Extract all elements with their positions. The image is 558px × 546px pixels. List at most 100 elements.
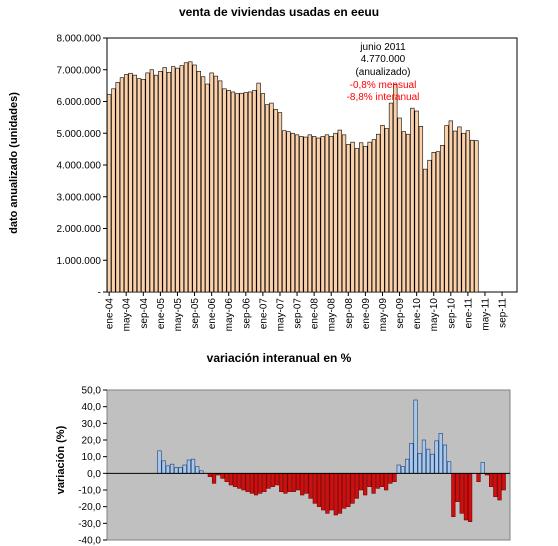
bottom-y-tick-label: 30,0 (82, 419, 102, 430)
bottom-bar-negative (350, 473, 355, 504)
top-bar (376, 133, 381, 293)
bottom-bar-negative (493, 473, 498, 497)
top-x-tick-label: sep-05 (190, 298, 201, 329)
bottom-bar-positive (165, 465, 170, 474)
top-bar (171, 66, 176, 293)
bottom-bar-positive (182, 464, 187, 474)
bottom-bar-negative (220, 473, 225, 479)
top-bar (474, 140, 479, 293)
bottom-chart-title: variación interanual en % (207, 351, 352, 365)
bottom-bar-negative (228, 473, 233, 486)
top-bar (410, 107, 415, 293)
top-bar (188, 61, 193, 293)
top-bar (337, 129, 342, 293)
top-bar (393, 84, 398, 293)
top-bar (222, 88, 227, 293)
bottom-bar-negative (384, 473, 389, 491)
top-x-tick-label: may-04 (122, 298, 133, 332)
top-bar (205, 83, 210, 293)
bottom-bar-positive (405, 458, 410, 474)
top-bar (405, 133, 411, 293)
top-x-tick-label: ene-07 (258, 298, 269, 330)
top-bar (384, 128, 389, 293)
top-x-tick-label: may-06 (224, 298, 235, 332)
bottom-bar-positive (426, 448, 431, 474)
bottom-bar-positive (430, 453, 435, 474)
top-bar (243, 92, 248, 293)
bottom-bar-negative (497, 473, 502, 501)
bottom-bar-negative (375, 473, 380, 489)
bottom-bar-positive (195, 466, 200, 474)
bottom-bar-negative (316, 473, 322, 507)
top-bar (358, 142, 364, 293)
bottom-bar-negative (337, 473, 343, 514)
bottom-bar-negative (388, 473, 393, 484)
top-bar (252, 90, 257, 293)
top-bar (179, 65, 184, 293)
bottom-bar-negative (354, 473, 359, 499)
bottom-bar-negative (262, 473, 267, 492)
bottom-bar-negative (237, 473, 242, 489)
top-bar (444, 125, 449, 293)
bottom-y-tick-label: -10,0 (78, 486, 101, 497)
bottom-bar-positive (190, 458, 196, 474)
bottom-bar-negative (321, 473, 326, 511)
bottom-bar-negative (501, 473, 506, 491)
top-bar (354, 148, 359, 293)
top-bar (282, 130, 287, 293)
top-bar (329, 136, 334, 293)
top-x-tick-label: ene-08 (310, 298, 321, 330)
top-bar (247, 91, 253, 293)
top-y-tick-label: 1.000.000 (57, 256, 102, 267)
top-x-ticks: ene-04 may-04 sep-04 ene-05 may-05 sep-05 ene-… (105, 292, 509, 331)
top-x-tick-label: may-05 (173, 298, 184, 332)
bottom-y-tick-label: 50,0 (82, 386, 102, 397)
top-bar (333, 132, 338, 293)
top-y-tick-label: 5.000.000 (57, 129, 102, 140)
top-chart-y-axis-label: dato anualizado (unidades) (8, 92, 20, 234)
top-y-ticks: - 1.000.000 2.000.000 3.000.000 4.000.000 5.0… (57, 34, 107, 299)
annotation-line-annualized: (anualizado) (355, 67, 410, 78)
bottom-bar-negative (379, 473, 385, 487)
bottom-bar-negative (367, 473, 372, 487)
bottom-bar-negative (451, 473, 456, 517)
top-bar (316, 137, 321, 293)
top-bar (320, 136, 325, 293)
bottom-bar-negative (283, 473, 288, 494)
bottom-bar-positive (396, 464, 401, 474)
annotation-line-yoy: -8,8% interanual (347, 92, 420, 103)
top-bar (230, 91, 236, 293)
top-bar (183, 62, 189, 293)
top-bar (435, 151, 441, 293)
top-y-tick-label: 7.000.000 (57, 65, 102, 76)
bottom-bar-positive (186, 459, 191, 474)
bottom-y-tick-label: 10,0 (82, 452, 102, 463)
top-x-tick-label: sep-08 (344, 298, 355, 329)
top-y-tick-label: 4.000.000 (57, 161, 102, 172)
bottom-bar-negative (392, 473, 397, 482)
top-bar (200, 76, 206, 293)
bottom-bar-negative (463, 473, 469, 521)
top-x-tick-label: ene-05 (156, 298, 167, 330)
bottom-bar-negative (266, 473, 271, 489)
bottom-bar-negative (241, 473, 246, 491)
bottom-bar-positive (438, 433, 443, 474)
top-bar (235, 93, 240, 293)
top-x-tick-label: sep-11 (498, 298, 509, 328)
top-bar (294, 134, 300, 293)
top-chart-sales: venta de viviendas usadas en eeuu dato a… (8, 5, 518, 331)
top-bar (175, 67, 180, 293)
bottom-bar-negative (279, 473, 284, 492)
top-x-tick-label: ene-06 (207, 298, 218, 330)
top-x-tick-label: sep-09 (395, 298, 406, 329)
top-bar (401, 131, 406, 293)
top-bar (290, 132, 295, 293)
bottom-bar-positive (157, 450, 162, 474)
top-x-tick-label: ene-10 (412, 298, 423, 330)
annotation-line-monthly: -0,8% mensual (350, 80, 417, 91)
bottom-bar-negative (224, 473, 229, 482)
bottom-y-tick-label: 20,0 (82, 436, 102, 447)
top-bar (239, 92, 244, 293)
top-bar (303, 136, 308, 293)
